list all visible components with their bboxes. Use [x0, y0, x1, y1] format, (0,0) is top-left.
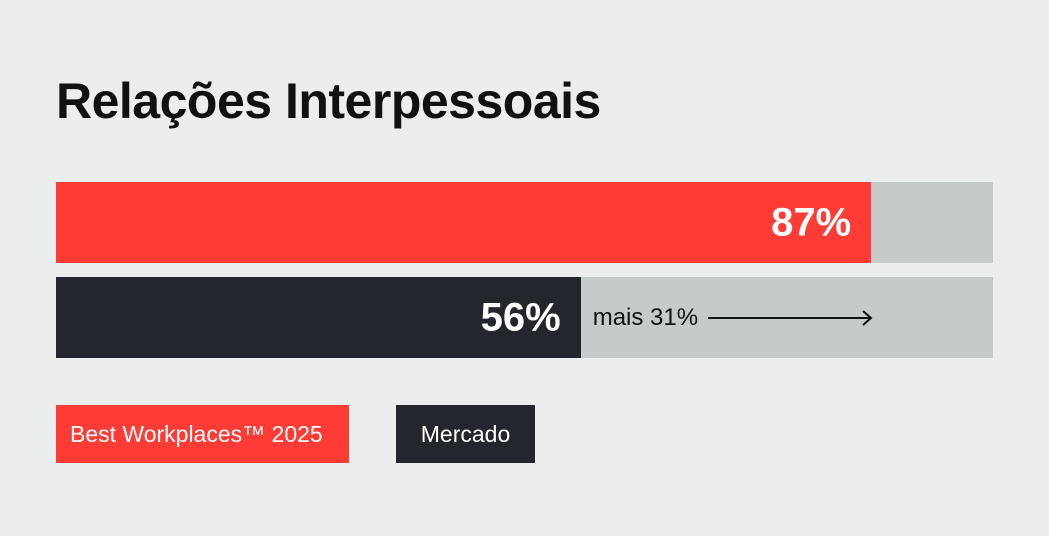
bar-track-best: 87%: [56, 182, 993, 263]
legend-best-workplaces: Best Workplaces™ 2025: [56, 405, 349, 463]
bar-value-best: 87%: [771, 200, 852, 244]
arrow-right-icon: [708, 309, 873, 326]
difference-label: mais 31%: [592, 303, 699, 331]
bar-value-market: 56%: [480, 295, 561, 339]
bar-mercado: 56%: [56, 277, 581, 358]
bar-best-workplaces: 87%: [56, 182, 872, 263]
chart-title: Relações Interpessoais: [56, 73, 601, 129]
legend-mercado: Mercado: [396, 405, 535, 463]
bar-track-market: 56% mais 31%: [56, 277, 993, 358]
difference-annotation: mais 31%: [593, 277, 874, 358]
